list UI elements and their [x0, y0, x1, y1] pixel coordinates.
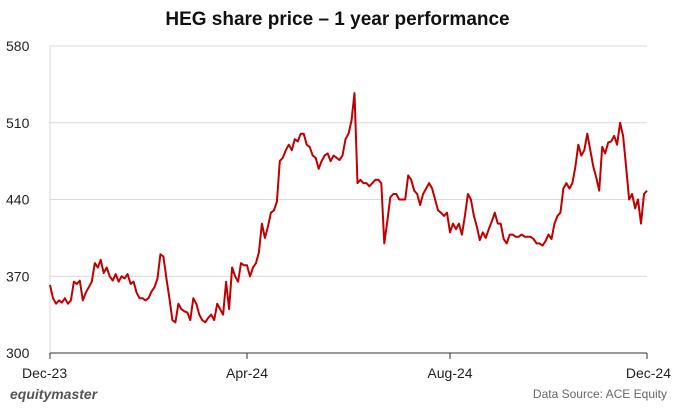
x-tick-label: Dec-23	[22, 365, 67, 381]
chart-title: HEG share price – 1 year performance	[165, 9, 510, 30]
series-layer	[49, 92, 648, 324]
price-series-line	[49, 92, 648, 324]
gridlines	[50, 45, 647, 277]
y-tick-label: 510	[6, 115, 30, 131]
x-tick-label: Dec-24	[626, 365, 671, 381]
tick-labels: 300 370 440 510 580 Dec-23 Apr-24 Aug-24 Dec-24	[6, 38, 671, 381]
axes	[49, 46, 648, 359]
x-tick-label: Apr-24	[226, 365, 268, 381]
brand-logo: equitymaster	[10, 386, 98, 402]
y-tick-label: 580	[6, 38, 30, 54]
data-source-note: Data Source: ACE Equity	[532, 387, 667, 401]
x-tick-label: Aug-24	[427, 365, 472, 381]
y-tick-label: 440	[6, 192, 30, 208]
y-tick-label: 370	[6, 268, 30, 284]
y-tick-label: 300	[6, 345, 30, 361]
